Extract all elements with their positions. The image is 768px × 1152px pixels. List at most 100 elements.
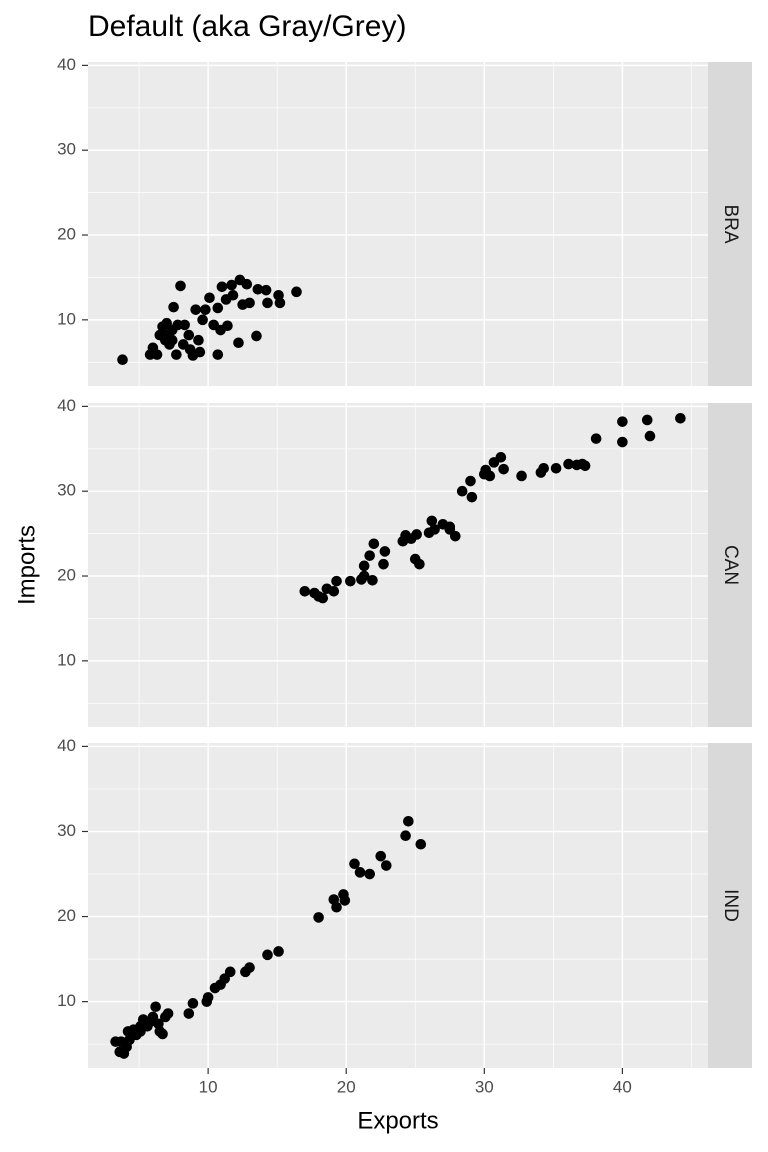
point (345, 575, 356, 587)
y-tick-label: 10 (57, 309, 76, 328)
point (115, 1036, 127, 1047)
point (358, 570, 370, 582)
facet-strip (708, 743, 752, 1068)
point (354, 867, 366, 878)
y-tick-label: 40 (57, 396, 76, 415)
point (175, 280, 186, 292)
facet-label: BRA (720, 204, 741, 243)
panel-background (88, 403, 708, 727)
point (313, 912, 324, 923)
point (331, 575, 342, 587)
point (444, 521, 456, 533)
point (617, 416, 628, 427)
point (465, 475, 476, 487)
y-tick-label: 40 (57, 736, 76, 755)
point (349, 858, 360, 870)
point (179, 319, 190, 331)
point (563, 458, 574, 470)
point (244, 297, 255, 309)
point (291, 286, 302, 298)
point (183, 329, 195, 341)
y-tick-label: 30 (57, 140, 76, 159)
point (251, 330, 262, 342)
point (538, 463, 549, 474)
point (450, 530, 461, 542)
point (226, 279, 237, 291)
point (244, 962, 255, 973)
point (193, 334, 204, 346)
point (414, 558, 425, 570)
point (550, 463, 562, 474)
point (498, 463, 509, 475)
y-tick-label: 30 (57, 481, 76, 500)
point (379, 546, 391, 557)
x-axis-label: Exports (357, 1107, 438, 1134)
y-tick-label: 30 (57, 821, 76, 840)
point (331, 901, 342, 913)
point (241, 278, 253, 290)
point (135, 1026, 146, 1037)
point (222, 320, 233, 332)
chart-title: Default (aka Gray/Grey) (88, 10, 406, 43)
y-tick-label: 20 (57, 906, 76, 925)
point (216, 281, 228, 293)
y-tick-label: 20 (57, 225, 76, 244)
y-tick-label: 20 (57, 566, 76, 585)
point (590, 433, 602, 444)
point (171, 349, 182, 360)
point (183, 1008, 195, 1019)
point (375, 850, 387, 862)
point (168, 301, 179, 313)
point (426, 515, 438, 527)
point (411, 529, 422, 540)
point (273, 946, 284, 957)
point (328, 585, 340, 597)
point (212, 302, 224, 314)
point (358, 560, 370, 572)
point (227, 289, 239, 301)
point (380, 860, 392, 871)
y-tick-label: 40 (57, 55, 76, 74)
point (415, 838, 427, 850)
x-tick-label: 10 (199, 1077, 218, 1096)
point (157, 1028, 168, 1040)
point (260, 284, 272, 296)
point (151, 349, 163, 360)
point (224, 966, 236, 978)
point (641, 414, 653, 426)
point (579, 460, 591, 472)
point (204, 292, 215, 304)
facet-strip (708, 403, 752, 727)
facet-label: CAN (720, 545, 741, 585)
point (212, 349, 224, 360)
y-tick-label: 10 (57, 650, 76, 669)
point (262, 297, 273, 309)
point (202, 992, 214, 1003)
point (516, 470, 527, 482)
point (617, 436, 628, 448)
point (403, 815, 414, 827)
facet-label: IND (720, 889, 741, 922)
x-tick-label: 30 (475, 1077, 494, 1096)
point (364, 550, 375, 561)
point (367, 574, 378, 586)
point (456, 485, 468, 497)
point (150, 1001, 161, 1013)
point (194, 346, 206, 358)
point (644, 430, 656, 442)
point (675, 412, 686, 424)
point (187, 998, 199, 1009)
point (339, 895, 351, 906)
point (317, 592, 329, 604)
point (429, 524, 440, 535)
point (200, 304, 211, 315)
point (197, 314, 208, 326)
point (162, 1008, 174, 1019)
point (484, 470, 496, 482)
point (466, 491, 478, 503)
y-tick-label: 10 (57, 991, 76, 1010)
y-axis-label: Imports (13, 525, 40, 605)
facet-strip (708, 62, 752, 386)
point (274, 297, 286, 309)
